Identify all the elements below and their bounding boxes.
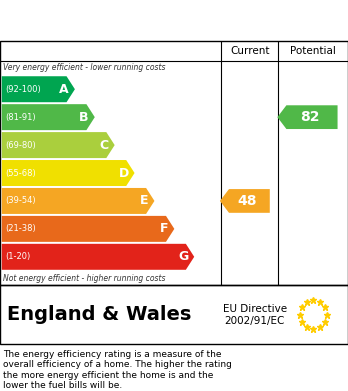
Text: D: D — [118, 167, 129, 179]
Polygon shape — [220, 189, 270, 213]
Polygon shape — [2, 104, 95, 130]
Text: Energy Efficiency Rating: Energy Efficiency Rating — [50, 11, 298, 30]
Text: G: G — [178, 250, 188, 263]
Text: Not energy efficient - higher running costs: Not energy efficient - higher running co… — [3, 274, 166, 283]
Text: England & Wales: England & Wales — [7, 305, 191, 324]
Polygon shape — [277, 105, 338, 129]
Polygon shape — [2, 76, 75, 102]
Text: 48: 48 — [237, 194, 257, 208]
Text: B: B — [79, 111, 89, 124]
Polygon shape — [2, 132, 115, 158]
Text: E: E — [140, 194, 149, 208]
Text: Potential: Potential — [290, 46, 336, 56]
Text: (21-38): (21-38) — [5, 224, 36, 233]
Text: F: F — [160, 222, 168, 235]
Text: (55-68): (55-68) — [5, 169, 36, 178]
Text: (92-100): (92-100) — [5, 85, 41, 94]
Text: EU Directive
2002/91/EC: EU Directive 2002/91/EC — [223, 304, 287, 326]
Text: Very energy efficient - lower running costs: Very energy efficient - lower running co… — [3, 63, 166, 72]
Text: The energy efficiency rating is a measure of the
overall efficiency of a home. T: The energy efficiency rating is a measur… — [3, 350, 232, 390]
Text: (81-91): (81-91) — [5, 113, 36, 122]
Text: 82: 82 — [300, 110, 319, 124]
Text: A: A — [60, 83, 69, 96]
Polygon shape — [2, 244, 194, 270]
Text: (39-54): (39-54) — [5, 196, 36, 205]
Polygon shape — [2, 216, 174, 242]
Text: (69-80): (69-80) — [5, 141, 36, 150]
Polygon shape — [2, 188, 155, 214]
Text: Current: Current — [230, 46, 269, 56]
Text: C: C — [100, 138, 109, 152]
Polygon shape — [2, 160, 135, 186]
Text: (1-20): (1-20) — [5, 252, 31, 261]
